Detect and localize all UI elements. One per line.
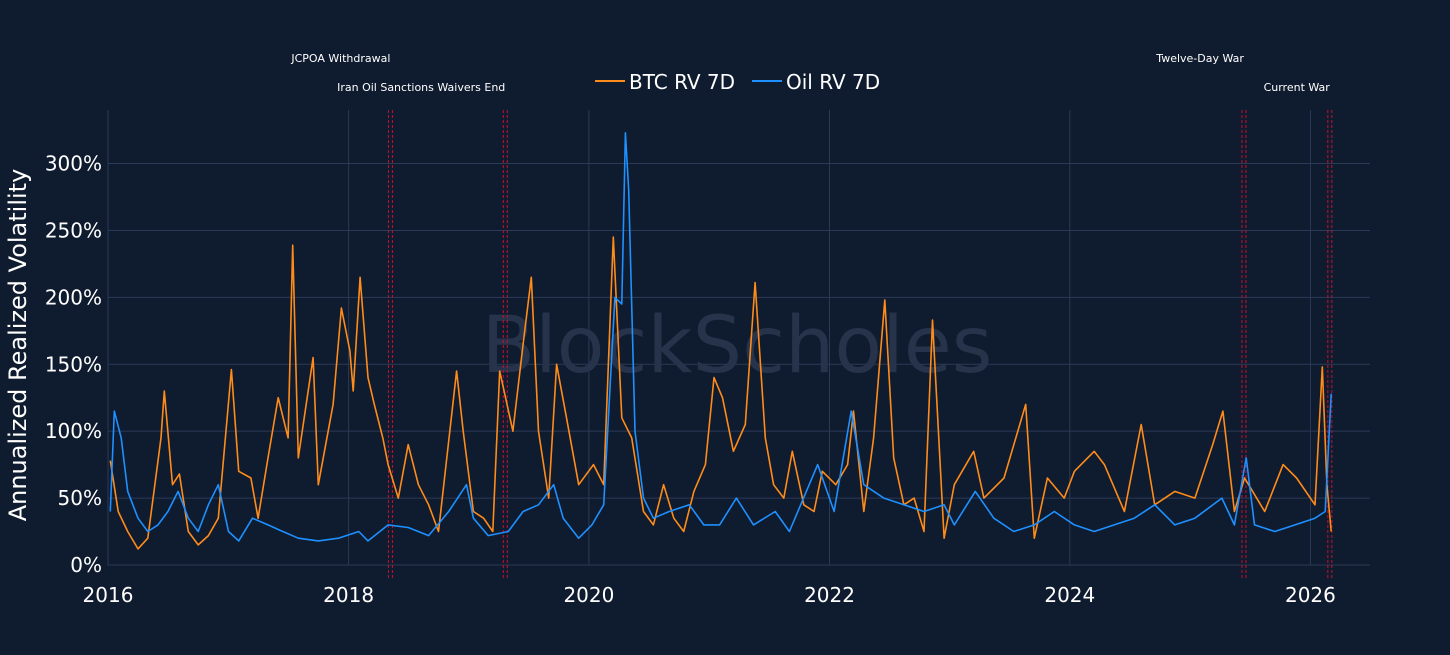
event-label: Iran Oil Sanctions Waivers End — [337, 81, 505, 94]
y-tick-label: 150% — [45, 352, 102, 376]
y-axis-label: Annualized Realized Volatility — [4, 169, 32, 522]
y-tick-label: 300% — [45, 152, 102, 176]
legend-label: Oil RV 7D — [786, 70, 880, 94]
legend-label: BTC RV 7D — [629, 70, 735, 94]
event-label: Current War — [1264, 81, 1331, 94]
series-line-btc — [109, 236, 1332, 550]
y-tick-label: 100% — [45, 419, 102, 443]
series-lines — [109, 132, 1332, 550]
x-tick-label: 2026 — [1285, 583, 1336, 607]
y-tick-label: 250% — [45, 218, 102, 242]
y-tick-labels: 0% 50% 100% 150% 200% 250% 300% — [45, 152, 102, 577]
y-gridlines — [108, 163, 1370, 566]
series-line-oil — [109, 132, 1332, 542]
watermark-text: BlockScholes — [482, 301, 993, 391]
x-tick-label: 2020 — [563, 583, 614, 607]
event-label: Twelve-Day War — [1155, 52, 1244, 65]
x-tick-label: 2016 — [83, 583, 134, 607]
event-labels: JCPOA Withdrawal Iran Oil Sanctions Waive… — [290, 52, 1330, 94]
y-tick-label: 200% — [45, 285, 102, 309]
x-tick-label: 2024 — [1044, 583, 1095, 607]
y-tick-label: 0% — [70, 553, 102, 577]
x-tick-label: 2022 — [804, 583, 855, 607]
y-tick-label: 50% — [58, 486, 102, 510]
legend: BTC RV 7D Oil RV 7D — [595, 70, 880, 94]
x-gridlines — [107, 110, 1311, 565]
x-tick-labels: 2016 2018 2020 2022 2024 2026 — [83, 583, 1336, 607]
x-tick-label: 2018 — [323, 583, 374, 607]
event-label: JCPOA Withdrawal — [290, 52, 390, 65]
